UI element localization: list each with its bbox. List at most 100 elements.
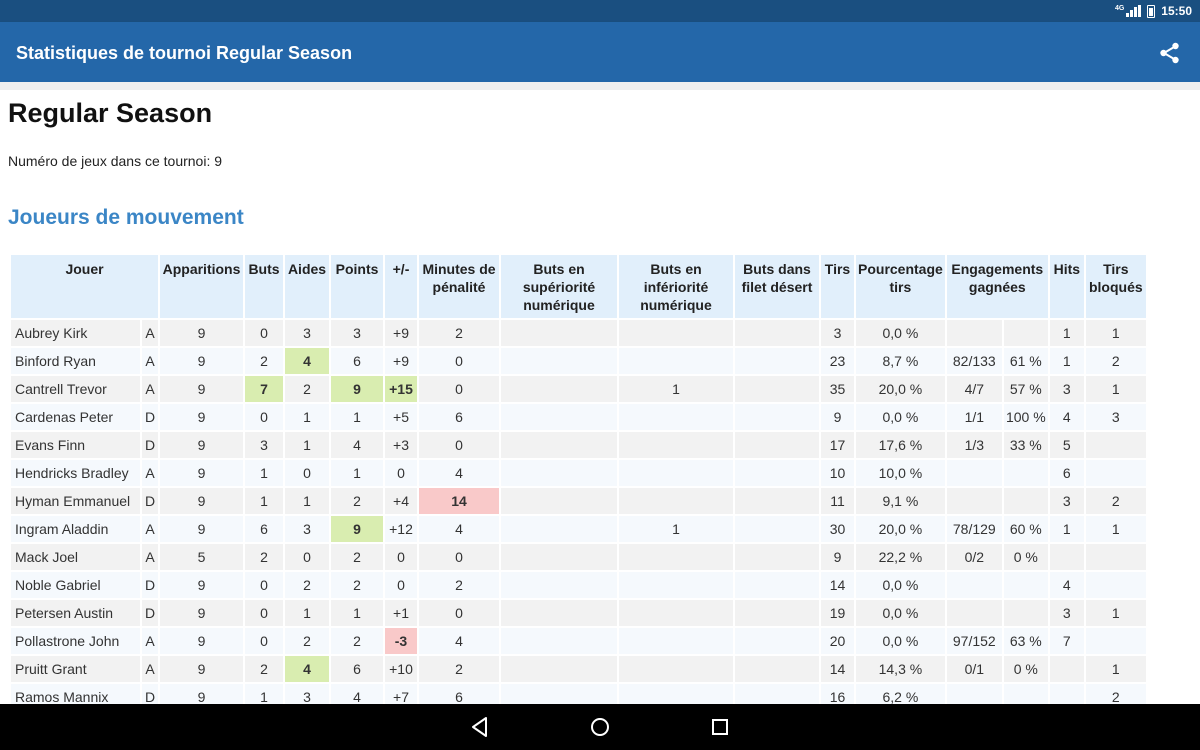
empty-net-goals-cell: [735, 348, 819, 374]
powerplay-goals-cell: [501, 488, 617, 514]
shot-percentage-cell: 0,0 %: [856, 572, 945, 598]
faceoffs-won-cell: 1/1: [946, 404, 1002, 430]
shots-cell: 14: [821, 656, 854, 682]
page-title: Regular Season: [8, 98, 213, 128]
shot-percentage-cell: 17,6 %: [856, 432, 945, 458]
faceoffs-won-cell: 1/3: [946, 432, 1002, 458]
penalty-minutes-cell: 6: [419, 404, 499, 430]
home-icon[interactable]: [587, 714, 613, 740]
shots-cell: 3: [821, 320, 854, 346]
faceoff-percentage-cell: [1003, 684, 1048, 704]
goals-cell: 0: [245, 320, 283, 346]
player-name-cell: Cantrell Trevor: [11, 376, 140, 402]
blocked-shots-cell: 1: [1085, 376, 1146, 402]
points-cell: 4: [331, 684, 383, 704]
position-cell: A: [142, 516, 158, 542]
app-bar-title: Statistiques de tournoi Regular Season: [16, 43, 353, 63]
empty-net-goals-cell: [735, 572, 819, 598]
penalty-minutes-cell: 2: [419, 572, 499, 598]
faceoffs-won-cell: 0/1: [946, 656, 1002, 682]
status-time: 15:50: [1161, 4, 1192, 18]
shot-percentage-cell: 0,0 %: [856, 600, 945, 626]
empty-net-goals-cell: [735, 544, 819, 570]
shot-percentage-cell: 10,0 %: [856, 460, 945, 486]
position-cell: A: [142, 376, 158, 402]
col-header-shots: Tirs: [821, 255, 854, 318]
battery-icon: [1147, 4, 1156, 18]
blocked-shots-cell: [1085, 544, 1146, 570]
recents-icon[interactable]: [707, 714, 733, 740]
hits-cell: 1: [1049, 516, 1084, 542]
table-row: Evans Finn D 9 3 1 4 +3 0 17 17,6 % 1/3 33 % 5: [11, 432, 1146, 458]
blocked-shots-cell: 1: [1085, 656, 1146, 682]
faceoffs-won-cell: [946, 684, 1002, 704]
powerplay-goals-cell: [501, 320, 617, 346]
shorthanded-goals-cell: [619, 404, 733, 430]
appearances-cell: 9: [160, 432, 243, 458]
hits-cell: 6: [1049, 460, 1084, 486]
hits-cell: 7: [1049, 628, 1084, 654]
plus-minus-cell: +15: [385, 376, 417, 402]
assists-cell: 1: [285, 404, 329, 430]
back-icon[interactable]: [467, 714, 493, 740]
share-icon[interactable]: [1158, 41, 1182, 65]
faceoffs-won-cell: [946, 488, 1002, 514]
empty-net-goals-cell: [735, 404, 819, 430]
shorthanded-goals-cell: [619, 684, 733, 704]
goals-cell: 1: [245, 684, 283, 704]
shot-percentage-cell: 22,2 %: [856, 544, 945, 570]
plus-minus-cell: +1: [385, 600, 417, 626]
assists-cell: 4: [285, 656, 329, 682]
appearances-cell: 9: [160, 684, 243, 704]
player-name-cell: Hyman Emmanuel: [11, 488, 140, 514]
appearances-cell: 9: [160, 320, 243, 346]
faceoffs-won-cell: [946, 460, 1002, 486]
blocked-shots-cell: [1085, 460, 1146, 486]
plus-minus-cell: +12: [385, 516, 417, 542]
shot-percentage-cell: 0,0 %: [856, 628, 945, 654]
col-header-goals: Buts: [245, 255, 283, 318]
goals-cell: 6: [245, 516, 283, 542]
content-area[interactable]: Regular Season Numéro de jeux dans ce to…: [0, 82, 1200, 704]
navigation-bar: [0, 704, 1200, 750]
faceoffs-won-cell: 0/2: [946, 544, 1002, 570]
goals-cell: 2: [245, 544, 283, 570]
col-header-powerplay-goals: Buts en supériorité numérique: [501, 255, 617, 318]
faceoffs-won-cell: 97/152: [946, 628, 1002, 654]
appearances-cell: 5: [160, 544, 243, 570]
assists-cell: 1: [285, 488, 329, 514]
shorthanded-goals-cell: [619, 572, 733, 598]
table-row: Mack Joel A 5 2 0 2 0 0 9 22,2 % 0/2 0 %: [11, 544, 1146, 570]
plus-minus-cell: +7: [385, 684, 417, 704]
hits-cell: 3: [1049, 376, 1084, 402]
goals-cell: 1: [245, 488, 283, 514]
shorthanded-goals-cell: [619, 488, 733, 514]
empty-net-goals-cell: [735, 656, 819, 682]
col-header-points: Points: [331, 255, 383, 318]
plus-minus-cell: 0: [385, 460, 417, 486]
empty-net-goals-cell: [735, 628, 819, 654]
shorthanded-goals-cell: 1: [619, 376, 733, 402]
goals-cell: 0: [245, 628, 283, 654]
appearances-cell: 9: [160, 600, 243, 626]
appearances-cell: 9: [160, 488, 243, 514]
position-cell: D: [142, 572, 158, 598]
shot-percentage-cell: 9,1 %: [856, 488, 945, 514]
assists-cell: 1: [285, 432, 329, 458]
shorthanded-goals-cell: [619, 432, 733, 458]
blocked-shots-cell: 2: [1085, 488, 1146, 514]
faceoff-percentage-cell: 0 %: [1003, 656, 1048, 682]
goals-cell: 2: [245, 656, 283, 682]
shots-cell: 11: [821, 488, 854, 514]
player-name-cell: Pruitt Grant: [11, 656, 140, 682]
shots-cell: 17: [821, 432, 854, 458]
faceoff-percentage-cell: 60 %: [1003, 516, 1048, 542]
assists-cell: 3: [285, 320, 329, 346]
points-cell: 9: [331, 516, 383, 542]
status-bar: 4G 15:50: [0, 0, 1200, 22]
blocked-shots-cell: 1: [1085, 600, 1146, 626]
col-header-plus-minus: +/-: [385, 255, 417, 318]
hits-cell: 3: [1049, 600, 1084, 626]
faceoff-percentage-cell: [1003, 572, 1048, 598]
shots-cell: 16: [821, 684, 854, 704]
